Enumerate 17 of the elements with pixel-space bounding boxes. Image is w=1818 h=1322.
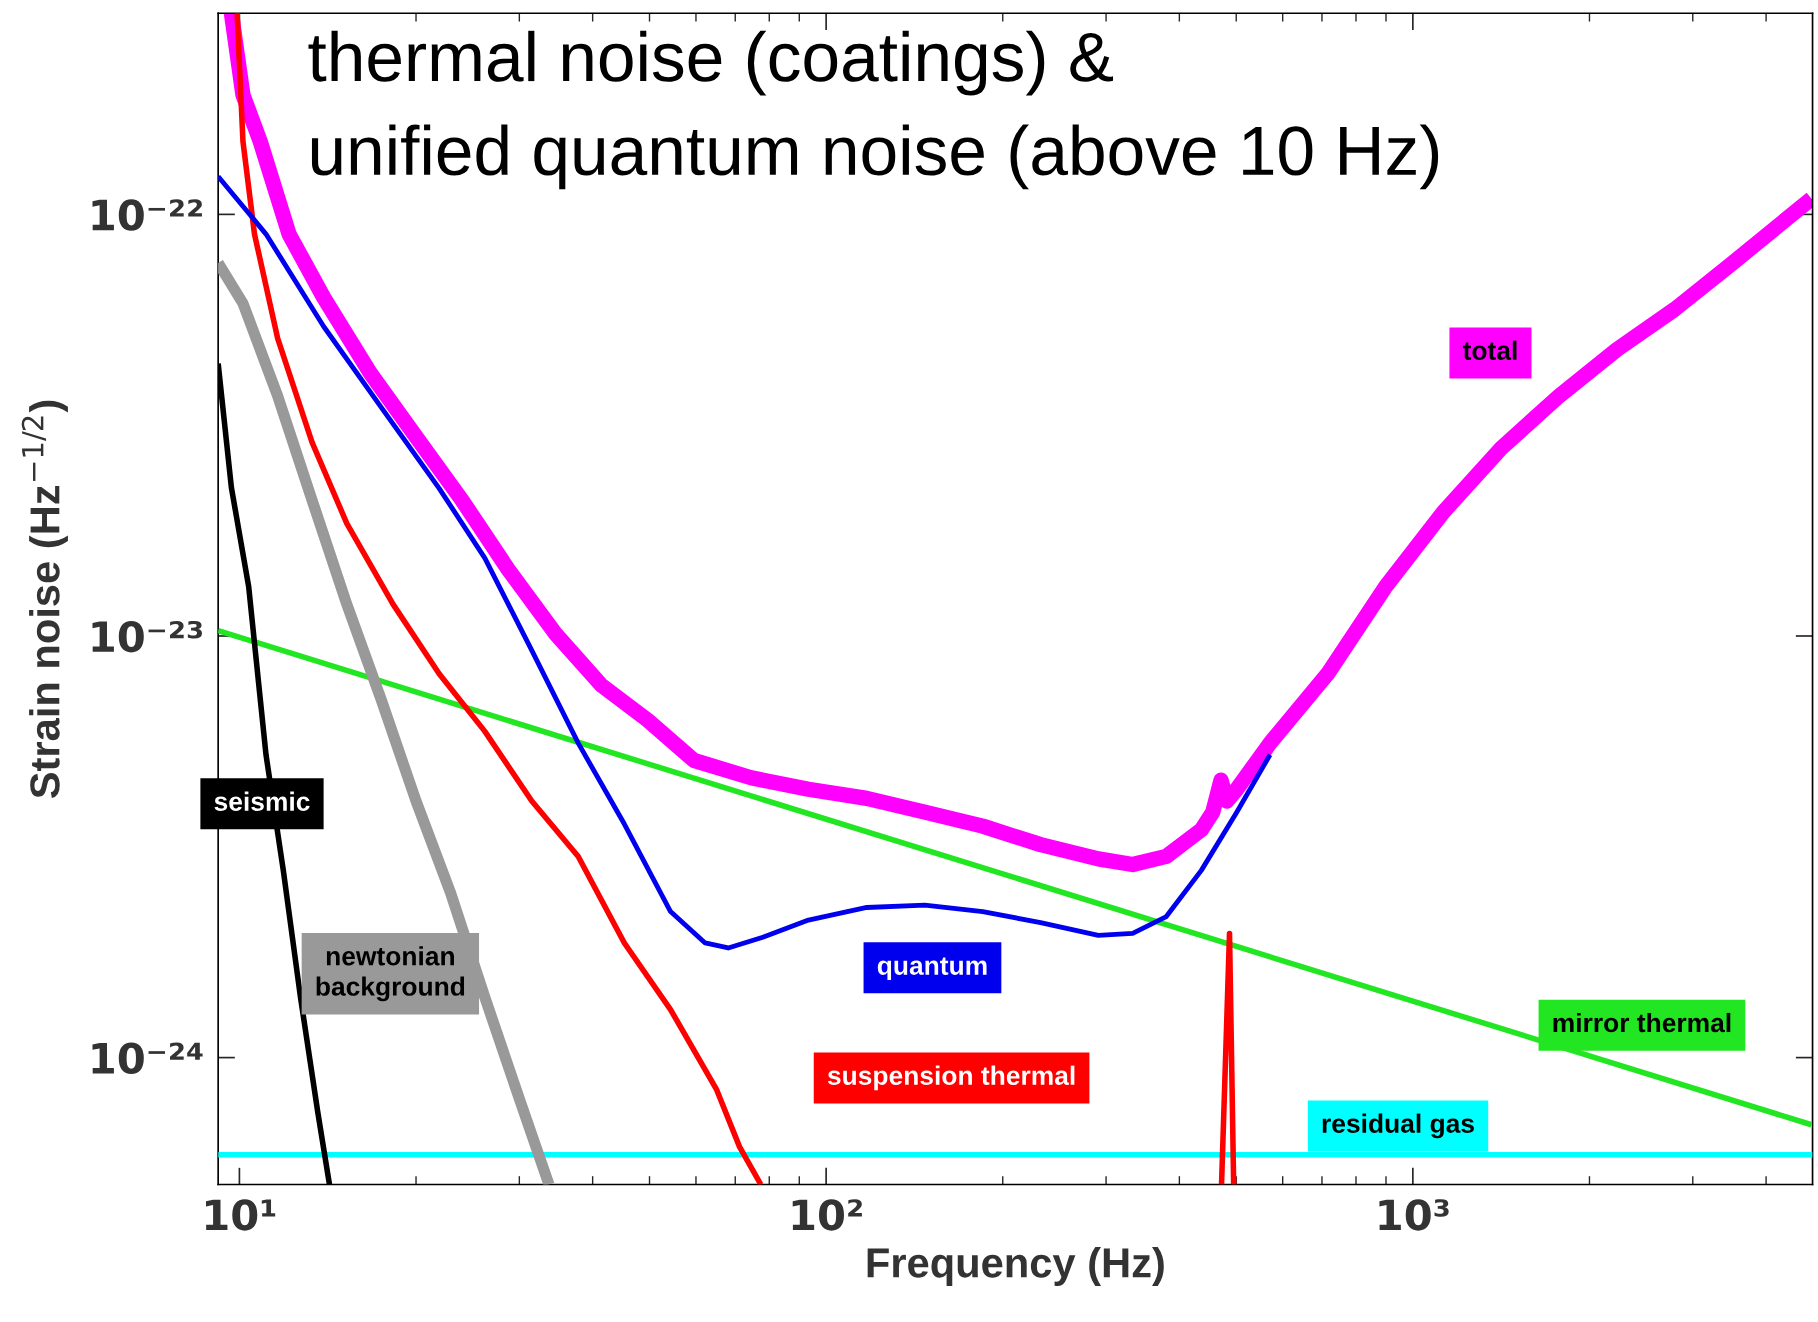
series-label: seismic bbox=[214, 791, 310, 811]
y-axis-title: Strain noise (Hz$^{−1/2}$) bbox=[21, 400, 68, 799]
series-label: quantum bbox=[877, 957, 987, 981]
chart-title: thermal noise (coatings) & bbox=[308, 30, 1114, 96]
text: suspension thermal bbox=[827, 1065, 1075, 1091]
y-tick-label: 10⁻²⁴ bbox=[92, 1042, 203, 1075]
x-tick-label: 10¹ bbox=[205, 1199, 276, 1231]
x-tick-label: 10² bbox=[792, 1199, 862, 1231]
x-axis-title: Frequency (Hz) bbox=[867, 1247, 1164, 1286]
series-label: residual gas bbox=[1322, 1113, 1474, 1139]
text: total bbox=[1462, 340, 1517, 360]
y-tick-label: 10⁻²³ bbox=[92, 620, 203, 653]
text: unified quantum noise (above 10 Hz) bbox=[311, 124, 1439, 190]
series-label: mirror thermal bbox=[1553, 1012, 1731, 1033]
series-label: newtonian background bbox=[316, 946, 465, 1002]
x-tick-label: 10³ bbox=[1379, 1199, 1449, 1231]
y-tick-label: 10⁻²² bbox=[92, 199, 202, 231]
